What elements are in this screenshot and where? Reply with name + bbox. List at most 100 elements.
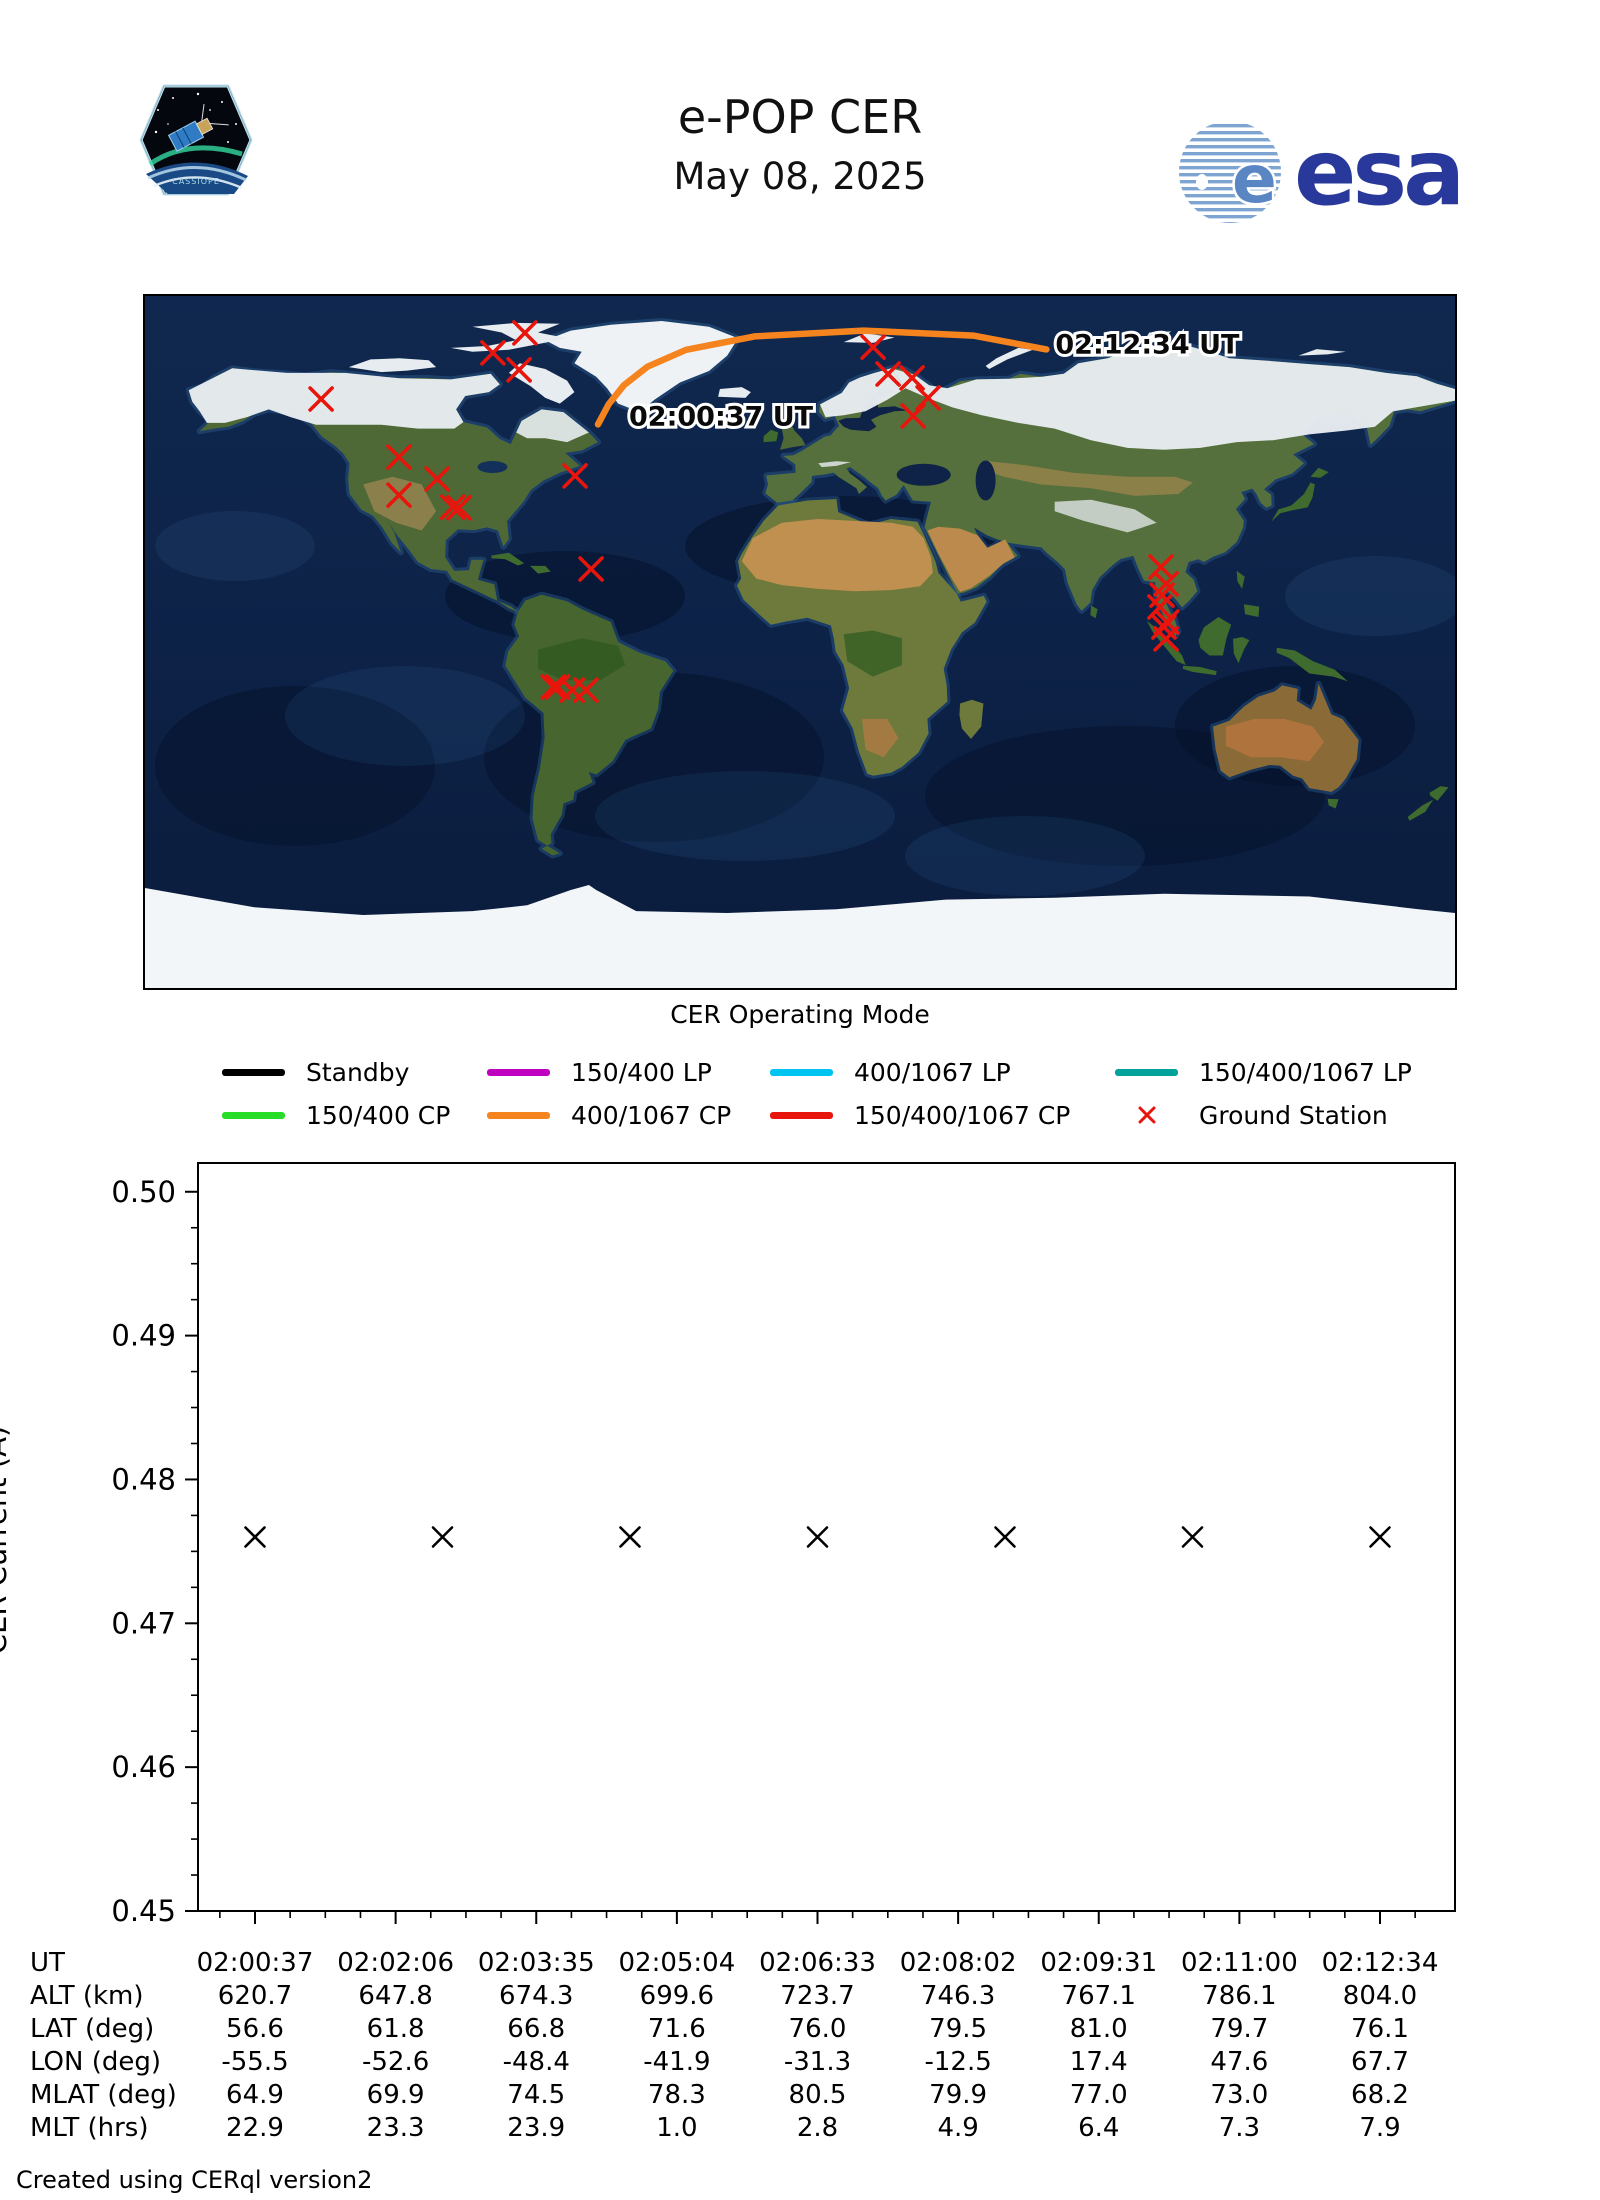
patch-satellite	[167, 103, 229, 152]
table-cell: 73.0	[1210, 2080, 1269, 2110]
table-cell: 66.8	[507, 2014, 566, 2044]
table-cell: 1.0	[656, 2113, 698, 2143]
table-cell: 699.6	[639, 1981, 715, 2011]
esa-logo: e esa	[1179, 119, 1465, 226]
esa-globe-dot	[1196, 174, 1208, 190]
table-cell: 6.4	[1078, 2113, 1120, 2143]
ground-station-marker	[875, 361, 901, 387]
table-row-label: UT	[30, 1948, 65, 1978]
ground-station-marker	[562, 463, 588, 489]
legend-line-swatch	[222, 1068, 285, 1076]
table-cell: 746.3	[920, 1981, 996, 2011]
table-row-label: LAT (deg)	[30, 2014, 155, 2044]
legend-line-swatch	[770, 1068, 833, 1076]
legend-line-swatch	[487, 1068, 550, 1076]
table-row-mlatdeg: MLAT (deg) 64.9 69.9 74.5 78.3 80.5 79.9 77.0 73…	[0, 2080, 1600, 2113]
table-cell: 64.9	[226, 2080, 284, 2110]
legend-item-ground-station: Ground Station	[1115, 1097, 1412, 1133]
legend-title: CER Operating Mode	[670, 1000, 930, 1029]
table-cell: 71.6	[647, 2014, 706, 2044]
y-tick-label: 0.49	[111, 1319, 176, 1353]
table-cell: -48.4	[502, 2047, 570, 2077]
table-cell: 77.0	[1069, 2080, 1128, 2110]
table-row-label: MLT (hrs)	[30, 2113, 149, 2143]
table-row-altkm: ALT (km) 620.7 647.8 674.3 699.6 723.7 746.3 76…	[0, 1981, 1600, 2014]
ground-station-marker	[439, 494, 466, 520]
legend-line-swatch	[770, 1111, 833, 1119]
esa-globe-e: e	[1232, 141, 1277, 218]
table-cell: 723.7	[780, 1981, 855, 2011]
ground-station-marker	[512, 320, 538, 346]
table-cell: 620.7	[217, 1981, 293, 2011]
ground-station-marker	[308, 386, 334, 412]
patch-aurora	[148, 145, 243, 167]
table-row-latdeg: LAT (deg) 56.6 61.8 66.8 71.6 76.0 79.5 81.0 79.…	[0, 2014, 1600, 2047]
table-cell: 81.0	[1069, 2014, 1128, 2044]
table-cell: 4.9	[937, 2113, 979, 2143]
cer-mode-legend: Standby 150/400 LP 400/1067 LP 150/400/1067…	[222, 1054, 1412, 1133]
track-start-label: 02:00:37 UT	[629, 401, 814, 432]
ground-station-marker	[1153, 626, 1179, 652]
table-cell: 02:09:31	[1040, 1948, 1158, 1978]
table-cell: -55.5	[221, 2047, 289, 2077]
ground-station-marker	[1148, 554, 1174, 580]
page-title: e-POP CER	[677, 90, 923, 144]
patch-earth	[146, 162, 248, 194]
world-map-panel: 02:00:37 UT 02:12:34 UT	[143, 294, 1465, 990]
table-cell: 786.1	[1202, 1981, 1277, 2011]
legend-item-label: 150/400 CP	[306, 1100, 451, 1130]
data-point-x-marker	[1369, 1526, 1391, 1548]
ground-station-marker	[899, 365, 925, 391]
table-cell: 78.3	[647, 2080, 706, 2110]
table-row-label: LON (deg)	[30, 2047, 162, 2077]
table-row-label: MLAT (deg)	[30, 2080, 177, 2110]
table-cell: 02:11:00	[1180, 1948, 1298, 1978]
table-cell: 674.3	[499, 1981, 574, 2011]
snow-cover	[145, 321, 1455, 988]
table-cell: 79.7	[1210, 2014, 1269, 2044]
table-cell: 7.3	[1218, 2113, 1261, 2143]
esa-globe-icon	[1179, 121, 1281, 223]
table-cell: 2.8	[796, 2113, 839, 2143]
data-point-x-marker	[431, 1526, 454, 1548]
legend-item-150-400-lp: 150/400 LP	[487, 1054, 770, 1090]
legend-item-400-1067-lp: 400/1067 LP	[770, 1054, 1115, 1090]
axis-ticks	[185, 1190, 1416, 1924]
y-tick-label: 0.45	[111, 1894, 176, 1928]
table-cell: 804.0	[1342, 1981, 1418, 2011]
world-map: 02:00:37 UT 02:12:34 UT	[145, 296, 1465, 988]
table-cell: 61.8	[366, 2014, 425, 2044]
footer-credit: Created using CERql version2	[16, 2166, 373, 2194]
ground-station-marker	[544, 674, 571, 700]
ground-station-marker	[446, 495, 472, 521]
satellite-ground-track	[594, 327, 1050, 428]
y-tick-label: 0.47	[111, 1606, 176, 1640]
table-cell: 02:06:33	[759, 1948, 876, 1978]
table-cell: 17.4	[1069, 2047, 1128, 2077]
table-row-ut: UT 02:00:37 02:02:06 02:03:35 02:05:04 02:06:…	[0, 1948, 1600, 1981]
ground-station-marker	[424, 466, 451, 492]
ground-station-marker	[386, 482, 412, 508]
table-row-mlthrs: MLT (hrs) 22.9 23.3 23.9 1.0 2.8 4.9 6.4 7.3 7.9	[0, 2113, 1600, 2146]
legend-item-label: 400/1067 LP	[854, 1057, 1011, 1087]
table-cell: 76.1	[1351, 2014, 1409, 2044]
y-tick-label: 0.48	[111, 1462, 176, 1496]
table-cell: 02:00:37	[196, 1948, 314, 1978]
table-cell: 76.0	[788, 2014, 847, 2044]
patch-label: CASSIOPE	[172, 177, 220, 186]
cer-current-markers	[244, 1526, 1391, 1548]
legend-item-standby: Standby	[222, 1054, 487, 1090]
page-date: May 08, 2025	[673, 155, 927, 198]
legend-item-label: 400/1067 CP	[571, 1100, 732, 1130]
ground-station-marker	[915, 385, 941, 411]
table-cell: 23.9	[507, 2113, 566, 2143]
ground-station-marker	[386, 444, 412, 470]
legend-item-label: 150/400/1067 CP	[854, 1100, 1071, 1130]
legend-item-label: Standby	[306, 1057, 410, 1087]
ground-station-marker	[480, 340, 506, 366]
legend-item-150-400-1067-cp: 150/400/1067 CP	[770, 1097, 1115, 1133]
table-cell: -41.9	[643, 2047, 711, 2077]
table-cell: -31.3	[783, 2047, 852, 2077]
y-axis-label: CER Current (A)	[0, 1425, 13, 1655]
